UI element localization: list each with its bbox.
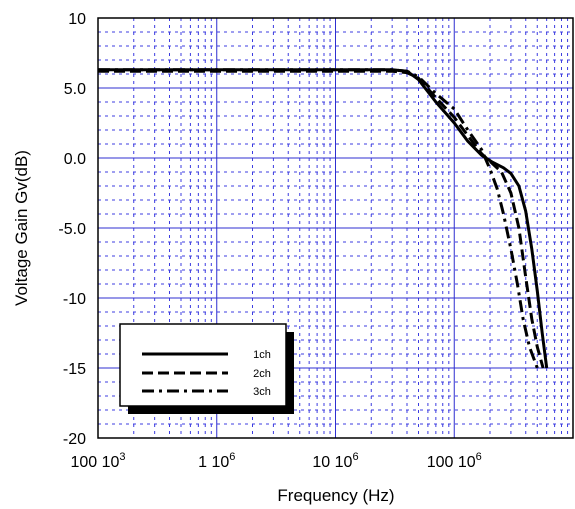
series-layer bbox=[98, 68, 549, 369]
legend-label-1ch: 1ch bbox=[253, 349, 271, 361]
y-axis-label: Voltage Gain Gv(dB) bbox=[12, 150, 31, 306]
y-tick-label: 5.0 bbox=[64, 81, 86, 98]
y-tick-label: -5.0 bbox=[58, 221, 86, 238]
y-tick-labels: 10 5.0 0.0 -5.0 -10 -15 -20 bbox=[58, 11, 86, 448]
x-tick-label: 100 103 bbox=[70, 451, 125, 471]
x-tick-label: 10 106 bbox=[312, 451, 358, 471]
y-tick-label: -20 bbox=[63, 431, 86, 448]
y-tick-label: -15 bbox=[63, 361, 86, 378]
x-tick-label: 100 106 bbox=[427, 451, 482, 471]
y-tick-label: -10 bbox=[63, 291, 86, 308]
y-tick-label: 10 bbox=[68, 11, 86, 28]
legend: 1ch 2ch 3ch bbox=[119, 323, 294, 414]
major-grid bbox=[98, 18, 573, 438]
y-tick-label: 0.0 bbox=[64, 151, 86, 168]
series-line-2ch bbox=[98, 69, 545, 369]
plot-frame bbox=[97, 17, 574, 439]
x-tick-label: 1 106 bbox=[198, 451, 235, 471]
x-tick-labels: 100 103 1 106 10 106 100 106 bbox=[70, 451, 481, 471]
legend-label-2ch: 2ch bbox=[253, 368, 271, 380]
legend-label-3ch: 3ch bbox=[253, 386, 271, 398]
x-axis-label: Frequency (Hz) bbox=[277, 486, 394, 505]
series-line-3ch bbox=[98, 68, 539, 369]
